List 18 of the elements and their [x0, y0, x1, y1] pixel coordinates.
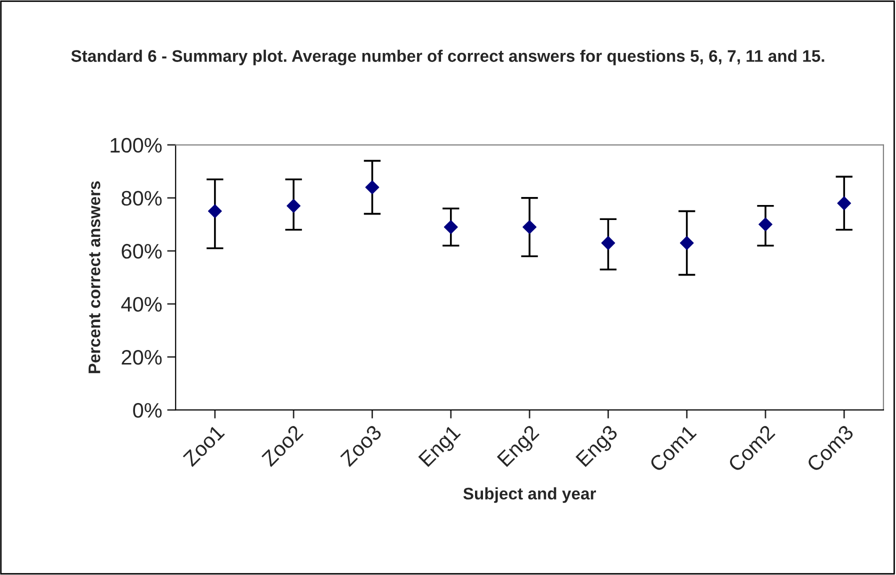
y-tick-label: 0%: [133, 402, 162, 418]
y-tick-label: 40%: [121, 296, 162, 312]
x-axis-title: Subject and year: [463, 487, 596, 503]
point: [522, 220, 536, 234]
point: [365, 180, 380, 194]
y-tick-label: 60%: [122, 244, 162, 259]
point: [680, 236, 694, 250]
point: [286, 198, 301, 213]
y-tick-label: 100%: [110, 138, 162, 153]
y-tick-label: 80%: [122, 190, 162, 206]
point: [208, 204, 222, 218]
point: [758, 217, 772, 232]
point: [601, 236, 616, 250]
y-axis-title: Percent correct answers: [88, 181, 100, 374]
point: [444, 220, 458, 234]
chart-title: Standard 6 - Summary plot. Average number of correct answers for questions 5, 6, 7, 11 and 15.: [71, 50, 824, 66]
y-tick-label: 20%: [122, 350, 162, 365]
point: [837, 196, 852, 210]
